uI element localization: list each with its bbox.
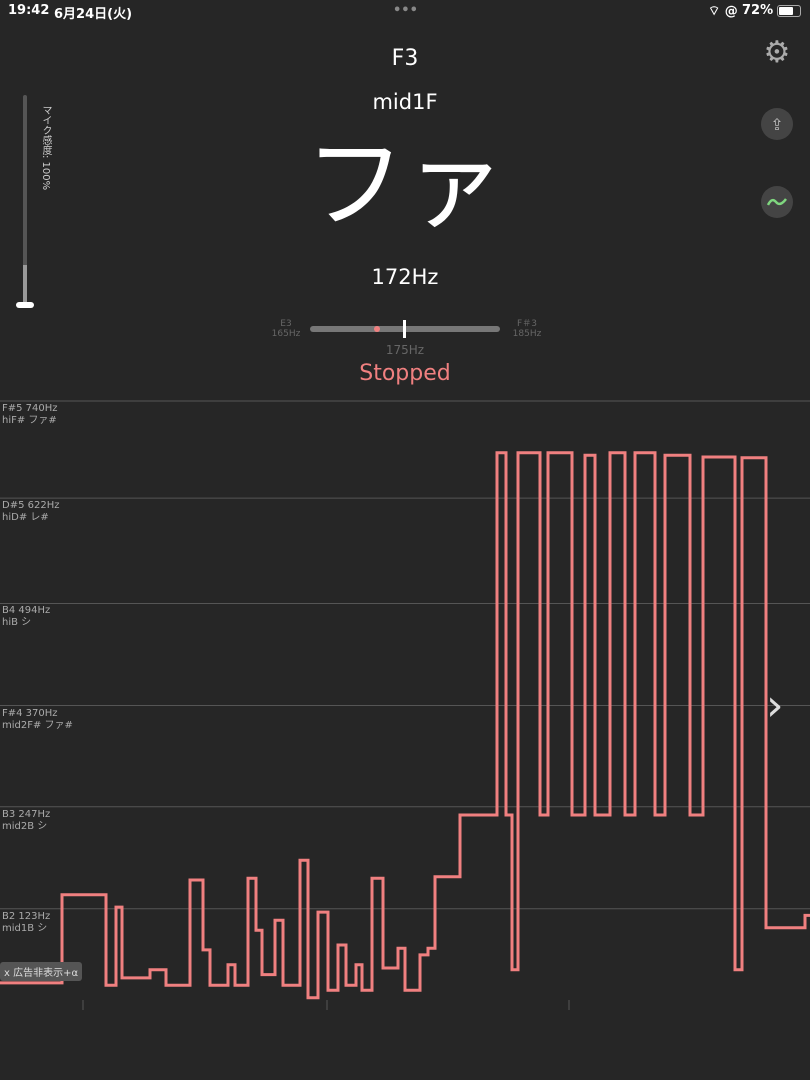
grid-label: F#5 740Hz hiF# ファ# [2,403,58,427]
grid-label: B3 247Hz mid2B シ [2,809,50,833]
grid-label-solfege: hiD# レ# [2,512,49,524]
grid-label-solfege: hiF# ファ# [2,415,57,426]
tuner-high-hz: 185Hz [512,329,542,339]
grid-label-solfege: hiB シ [2,617,32,629]
share-icon[interactable]: ⇪ [761,108,793,140]
tuner-low-hz: 165Hz [271,329,301,339]
mic-sensitivity-label: マイク感度: 100% [40,105,51,191]
battery-percent: 72% [742,3,774,18]
tuner-low-label: E3 165Hz [270,319,302,339]
multitasking-dots[interactable]: ••• [393,3,418,18]
grid-label-note: B3 247Hz [2,808,51,820]
grid-label-note: B4 494Hz [2,605,51,617]
battery-icon [777,5,801,17]
grid-label-note: F#4 370Hz [2,707,58,719]
grid-label: F#4 370Hz mid2F# ファ# [2,708,73,732]
chevron-right-icon[interactable]: › [766,680,784,731]
note-name: F3 [391,46,419,71]
tuner-center-marker [403,320,406,338]
wave-icon[interactable] [761,186,793,218]
status-time: 19:42 [8,3,50,18]
frequency-readout: 172Hz [371,265,439,289]
tuner-high-note: F＃3 [517,319,537,329]
status-date: 6月24日(火) [54,7,133,22]
grid-label: D#5 622Hz hiD# レ# [2,500,59,524]
tuner-center-hz: 175Hz [385,343,425,357]
wifi-icon: ⌔ @ [708,4,738,19]
tuner-bar [310,320,500,338]
gear-icon[interactable]: ⚙ [763,34,791,70]
pitch-trace [0,451,810,1000]
tuner-current-marker [373,326,380,332]
grid-label-note: B2 123Hz [2,910,51,922]
grid-label-solfege: mid2B シ [2,820,48,832]
recording-status: Stopped [359,361,451,386]
grid-label: B4 494Hz hiB シ [2,605,50,629]
mic-sensitivity-slider[interactable] [16,95,34,308]
grid-label: B2 123Hz mid1B シ [2,911,50,935]
grid-label-solfege: mid2F# ファ# [2,719,73,731]
tuner-low-note: E3 [280,319,292,329]
hide-ads-button[interactable]: x 広告非表示+α [0,962,83,981]
grid-label-solfege: mid1B シ [2,922,48,934]
note-solfege: ファ [305,126,505,243]
tuner-high-label: F＃3 185Hz [510,319,544,339]
mic-slider-thumb[interactable] [16,302,34,308]
grid-label-note: D#5 622Hz [2,500,60,512]
grid-label-note: F#5 740Hz [2,403,58,414]
note-octave-name: mid1F [372,90,438,114]
